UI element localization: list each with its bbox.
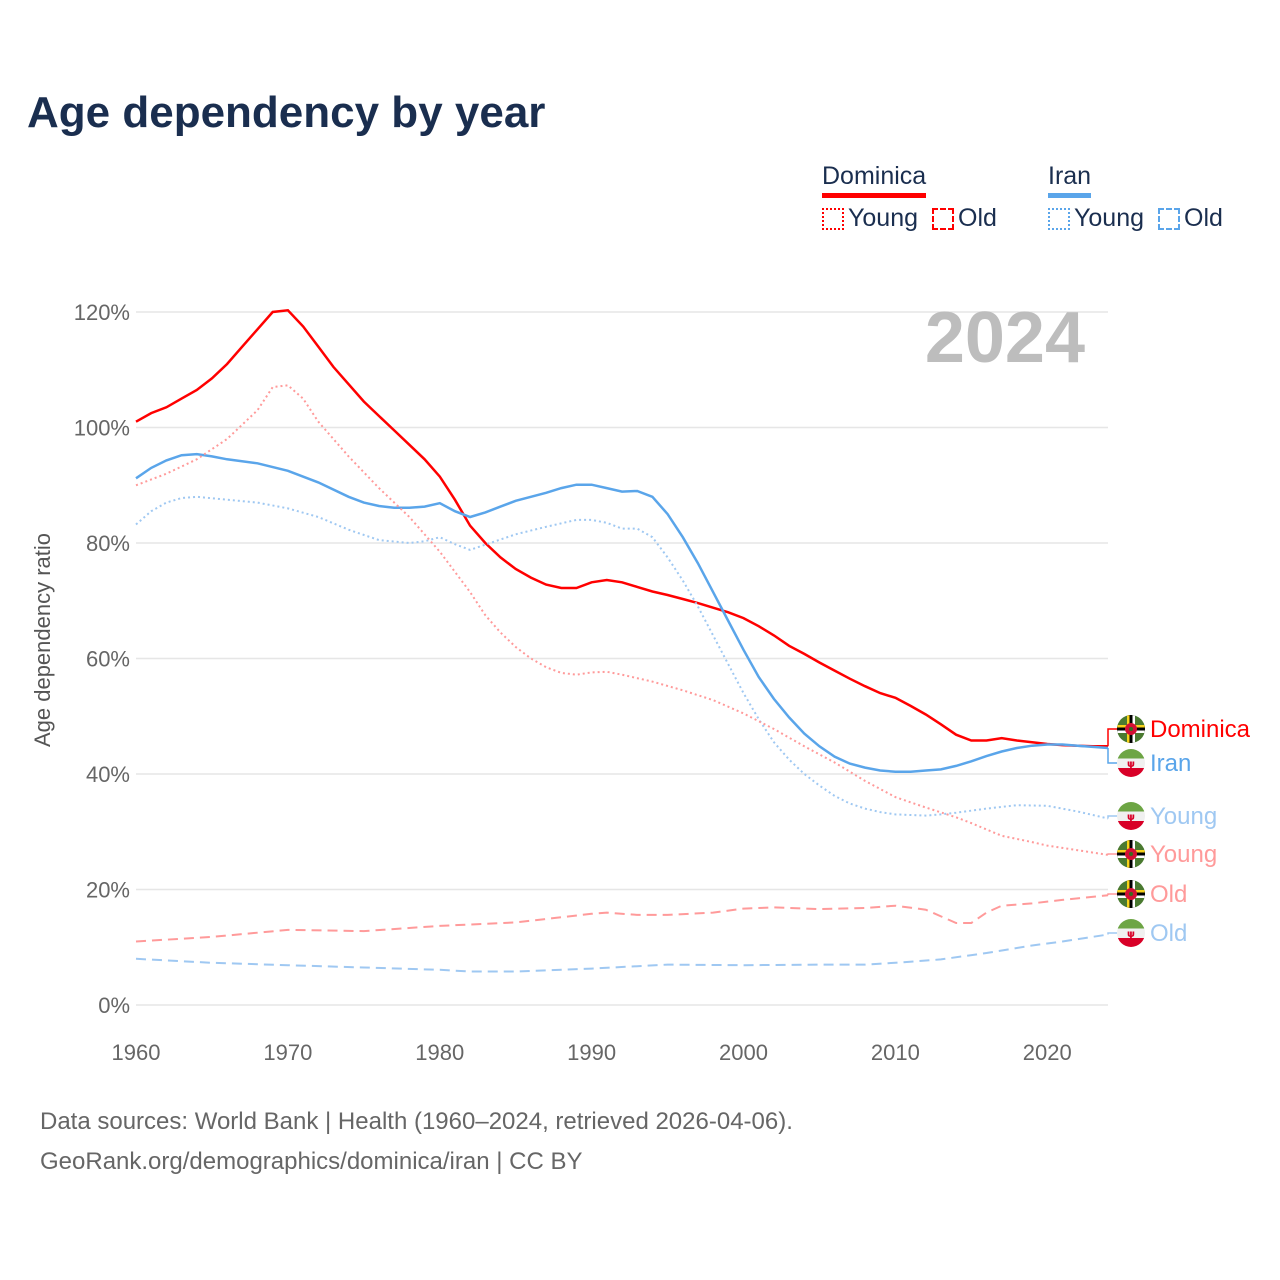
- dotted-swatch-icon: [1048, 207, 1070, 230]
- footer-sources: Data sources: World Bank | Health (1960–…: [40, 1108, 793, 1135]
- label-connector: [1107, 893, 1118, 896]
- series-line-iran: [135, 452, 1109, 773]
- legend-dominica-label: Dominica: [822, 162, 927, 198]
- y-tick-label: 80%: [86, 531, 130, 556]
- x-tick-label: 1960: [112, 1040, 161, 1065]
- label-connector: [1107, 728, 1118, 747]
- x-tick-label: 1970: [263, 1040, 312, 1065]
- iran-flag-icon: ψ: [1117, 802, 1145, 830]
- y-tick-label: 40%: [86, 762, 130, 787]
- chart-title: Age dependency by year: [27, 88, 546, 137]
- dotted-swatch-icon: [822, 207, 844, 230]
- x-tick-label: 1980: [415, 1040, 464, 1065]
- end-label-iran-old: Old: [1150, 920, 1187, 947]
- x-tick-label: 1990: [567, 1040, 616, 1065]
- label-connector: [1107, 853, 1118, 855]
- label-connector: [1107, 932, 1118, 935]
- svg-text:ψ: ψ: [1127, 759, 1135, 770]
- svg-text:ψ: ψ: [1127, 929, 1135, 940]
- y-tick-label: 20%: [86, 878, 130, 903]
- y-tick-label: 60%: [86, 647, 130, 672]
- y-tick-label: 0%: [98, 993, 130, 1018]
- end-label-dominica: Dominica: [1150, 716, 1251, 743]
- end-label-dominica-old: Old: [1150, 881, 1187, 908]
- legend-iran-old: Old: [1158, 204, 1223, 233]
- x-tick-label: 2000: [719, 1040, 768, 1065]
- footer-url: GeoRank.org/demographics/dominica/iran |…: [40, 1148, 583, 1175]
- x-tick-label: 2020: [1023, 1040, 1072, 1065]
- end-label-iran: Iran: [1150, 750, 1191, 777]
- legend-dominica: Dominica Young Old: [822, 162, 997, 233]
- legend-iran: Iran Young Old: [1048, 162, 1223, 233]
- legend-dominica-young: Young: [822, 204, 918, 233]
- year-watermark: 2024: [925, 298, 1085, 378]
- dominica-flag-icon: [1117, 840, 1145, 868]
- y-axis-label: Age dependency ratio: [30, 533, 55, 747]
- legend-label: Young: [848, 204, 918, 232]
- legend-label: Old: [1184, 204, 1223, 232]
- svg-text:ψ: ψ: [1127, 812, 1135, 823]
- iran-flag-icon: ψ: [1117, 919, 1145, 947]
- dashed-swatch-icon: [1158, 207, 1180, 230]
- legend-label: Old: [958, 204, 997, 232]
- series-line-dominica-old: [135, 894, 1109, 943]
- series-line-dominica-young: [135, 384, 1109, 856]
- dominica-flag-icon: [1117, 880, 1145, 908]
- label-connector: [1107, 748, 1118, 764]
- end-label-iran-young: Young: [1150, 803, 1217, 830]
- y-tick-label: 100%: [74, 416, 130, 441]
- iran-flag-icon: ψ: [1117, 749, 1145, 777]
- series-line-iran-young: [135, 495, 1109, 820]
- dashed-swatch-icon: [932, 207, 954, 230]
- series-line-dominica: [135, 308, 1108, 748]
- series-line-iran-old: [135, 933, 1109, 973]
- x-tick-label: 2010: [871, 1040, 920, 1065]
- legend-iran-young: Young: [1048, 204, 1144, 233]
- y-tick-label: 120%: [74, 300, 130, 325]
- end-label-dominica-young: Young: [1150, 841, 1217, 868]
- legend-label: Young: [1074, 204, 1144, 232]
- legend-dominica-old: Old: [932, 204, 997, 233]
- legend-iran-label: Iran: [1048, 162, 1092, 198]
- label-connector: [1107, 815, 1118, 819]
- dominica-flag-icon: [1117, 715, 1145, 743]
